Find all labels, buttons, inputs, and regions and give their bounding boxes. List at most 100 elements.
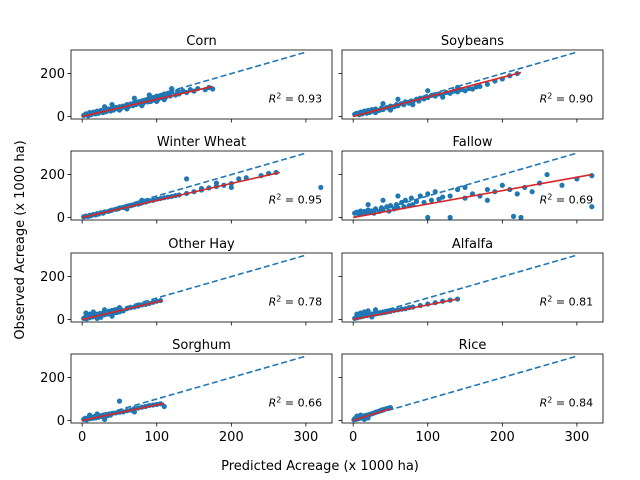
- fit-line: [353, 173, 592, 219]
- panel-title: Rice: [459, 338, 487, 353]
- data-point: [124, 106, 130, 112]
- y-tick-label: 200: [40, 67, 65, 82]
- data-point: [395, 96, 401, 102]
- fit-line: [82, 171, 280, 219]
- data-point: [372, 307, 379, 313]
- data-point: [518, 214, 524, 220]
- r2-symbol: R: [269, 396, 277, 409]
- identity-line: [81, 355, 307, 422]
- y-tick-label: 200: [40, 371, 65, 386]
- data-point: [361, 309, 367, 315]
- panel-title: Corn: [186, 34, 216, 49]
- data-point: [410, 102, 416, 108]
- panel-title: Alfalfa: [452, 237, 493, 252]
- r2-exponent: 2: [547, 294, 552, 303]
- data-point: [425, 191, 431, 197]
- fit-line: [82, 299, 163, 321]
- data-point: [425, 214, 431, 220]
- r2-annotation: R2 = 0.81: [540, 294, 593, 308]
- x-tick-label: 0: [78, 430, 86, 445]
- data-point: [131, 95, 137, 101]
- axes-frame: [341, 49, 604, 120]
- identity-line: [352, 51, 578, 118]
- data-point: [440, 194, 446, 200]
- data-point: [228, 184, 234, 191]
- r2-annotation: R2 = 0.69: [540, 192, 593, 206]
- data-point: [236, 176, 242, 182]
- data-point: [94, 411, 100, 417]
- data-point: [589, 204, 595, 210]
- y-axis-label: Observed Acreage (x 1000 ha): [13, 140, 28, 339]
- panel-title: Sorghum: [172, 338, 231, 353]
- r2-annotation: R2 = 0.66: [269, 395, 322, 409]
- x-tick-label: 200: [219, 430, 244, 445]
- panel-sorghum: 0 100 200 300 0 200 Sorghum R2 = 0.66: [40, 338, 333, 445]
- r2-symbol: R: [540, 92, 548, 105]
- data-point: [210, 86, 216, 92]
- panel-winter-wheat: 0 200 Winter Wheat R2 = 0.95: [40, 135, 333, 226]
- r2-value: = 0.69: [552, 193, 593, 206]
- data-point: [83, 310, 89, 316]
- r2-annotation: R2 = 0.90: [540, 91, 593, 105]
- data-point: [559, 182, 565, 188]
- data-point: [447, 214, 453, 220]
- r2-value: = 0.84: [552, 396, 593, 409]
- data-point: [380, 100, 386, 107]
- x-tick-label: 100: [144, 430, 169, 445]
- r2-symbol: R: [540, 396, 548, 409]
- r2-annotation: R2 = 0.84: [540, 395, 593, 409]
- panel-soybeans: Soybeans R2 = 0.90: [338, 34, 604, 123]
- data-point: [514, 191, 520, 197]
- data-point: [101, 307, 108, 313]
- panel-corn: 0 200 Corn R2 = 0.93: [40, 34, 333, 125]
- data-point: [395, 193, 401, 199]
- x-tick-label: 200: [490, 430, 515, 445]
- r2-value: = 0.95: [281, 193, 322, 206]
- data-point: [447, 193, 453, 199]
- r2-value: = 0.78: [281, 295, 322, 308]
- r2-exponent: 2: [547, 91, 552, 100]
- data-point: [417, 193, 423, 199]
- identity-line: [352, 355, 578, 422]
- data-point: [183, 176, 190, 182]
- points: [81, 398, 167, 423]
- r2-exponent: 2: [547, 192, 552, 201]
- fit-line: [82, 85, 213, 118]
- data-point: [529, 189, 535, 195]
- data-point: [139, 197, 145, 203]
- data-point: [387, 107, 394, 113]
- x-axis-label: Predicted Acreage (x 1000 ha): [221, 459, 419, 474]
- panel-rice: 0 100 200 300 Rice R2 = 0.84: [338, 338, 604, 445]
- y-tick-label: 200: [40, 168, 65, 183]
- identity-line: [352, 254, 578, 321]
- x-tick-label: 300: [564, 430, 589, 445]
- panel-title: Other Hay: [168, 237, 235, 252]
- data-point: [440, 94, 446, 100]
- fit-line: [82, 402, 165, 422]
- fit-line: [352, 407, 391, 422]
- axes-frame: [70, 150, 333, 221]
- identity-line: [81, 51, 307, 118]
- panel-title: Fallow: [452, 135, 492, 150]
- data-point: [484, 197, 491, 203]
- r2-annotation: R2 = 0.93: [269, 91, 322, 105]
- data-point: [139, 103, 145, 109]
- data-point: [109, 313, 115, 319]
- data-point: [484, 186, 491, 193]
- fit-line: [352, 71, 522, 118]
- data-point: [544, 171, 550, 178]
- data-point: [213, 180, 220, 186]
- r2-annotation: R2 = 0.78: [269, 294, 322, 308]
- r2-symbol: R: [540, 295, 548, 308]
- x-tick-label: 300: [293, 430, 318, 445]
- r2-value: = 0.66: [281, 396, 322, 409]
- identity-line: [352, 152, 578, 219]
- data-point: [116, 398, 123, 404]
- x-tick-label: 0: [349, 430, 357, 445]
- data-point: [318, 184, 324, 191]
- data-point: [101, 416, 108, 422]
- y-tick-label: 0: [57, 110, 65, 125]
- r2-symbol: R: [269, 92, 277, 105]
- data-point: [380, 197, 386, 203]
- y-tick-label: 0: [57, 313, 65, 328]
